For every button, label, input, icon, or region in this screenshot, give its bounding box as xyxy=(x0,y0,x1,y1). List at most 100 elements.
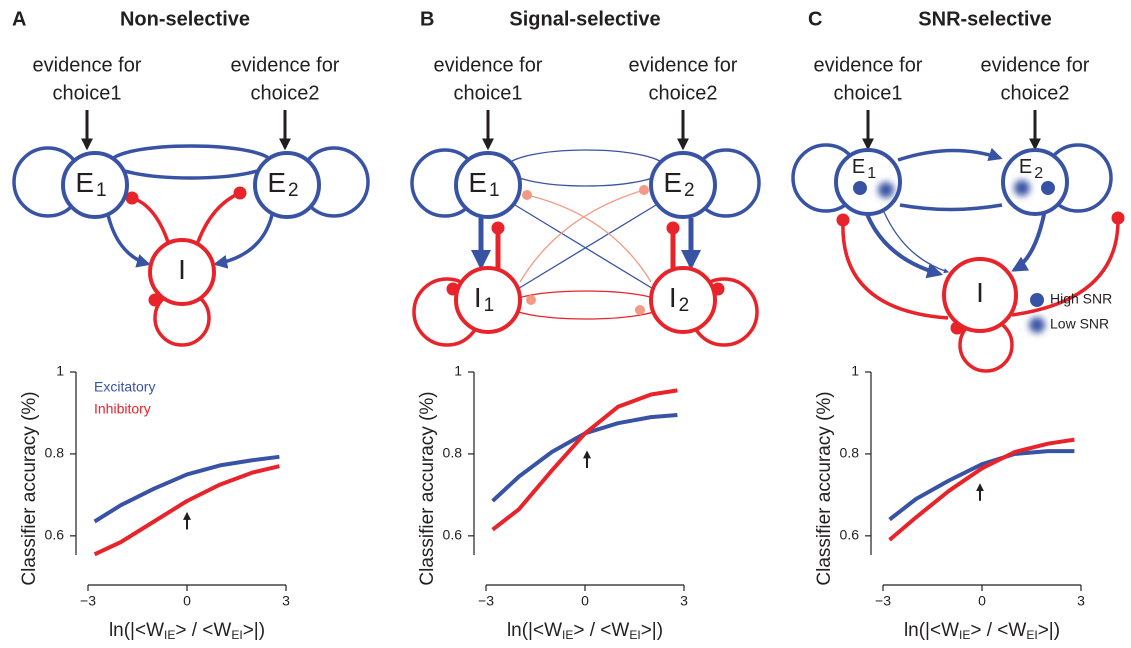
synapse-dot xyxy=(666,221,680,235)
y-tick-label: 0.8 xyxy=(443,445,463,461)
input-label: evidence for xyxy=(814,54,923,76)
input-label: choice1 xyxy=(53,82,122,104)
neuron-name: I xyxy=(474,282,482,313)
legend-swatch xyxy=(1030,293,1044,307)
neuron-index: 2 xyxy=(1034,165,1043,182)
synapse-dot xyxy=(526,295,536,305)
synapse-dot xyxy=(836,213,850,227)
x-tick-label: 0 xyxy=(978,593,986,609)
x-tick-label: −3 xyxy=(478,593,494,609)
connection xyxy=(841,221,949,320)
neuron-index: 2 xyxy=(288,180,299,201)
synapse-dot xyxy=(233,186,247,200)
x-axis-title-part: IE xyxy=(562,628,573,642)
connection xyxy=(196,191,241,243)
series-line xyxy=(491,413,678,503)
synapse-dot xyxy=(491,221,505,235)
connection xyxy=(131,196,170,243)
neuron-index: 1 xyxy=(867,165,876,182)
input-label: choice1 xyxy=(454,82,523,104)
x-axis-title-part: > / <W xyxy=(175,620,231,641)
input-label: choice2 xyxy=(1001,82,1070,104)
x-axis-title-part: IE xyxy=(959,628,970,642)
x-axis-title-part: > / <W xyxy=(573,620,629,641)
neuron xyxy=(454,151,522,219)
legend-label: Low SNR xyxy=(1050,316,1109,332)
neuron xyxy=(253,151,321,219)
y-axis-title: Classifier accuracy (%) xyxy=(417,391,438,585)
connection xyxy=(515,204,657,291)
neuron xyxy=(649,266,717,334)
synapse-dot xyxy=(1111,211,1125,225)
x-axis-title-part: >|) xyxy=(243,620,265,641)
x-axis-title: ln(|<WIE> / <WEI>|) xyxy=(904,620,1060,642)
x-tick-label: 0 xyxy=(183,593,191,609)
x-axis-title-part: EI xyxy=(231,628,242,642)
input-label: evidence for xyxy=(33,54,142,76)
neuron xyxy=(834,148,902,216)
synapse-dot xyxy=(125,191,139,205)
x-axis-title: ln(|<WIE> / <WEI>|) xyxy=(507,620,663,642)
input-label: evidence for xyxy=(434,54,543,76)
x-axis-title-part: EI xyxy=(1026,628,1037,642)
series-line xyxy=(93,464,280,557)
input-label: evidence for xyxy=(981,54,1090,76)
series-line xyxy=(491,388,678,532)
panel-label: C xyxy=(808,8,822,30)
input-label: choice2 xyxy=(649,82,718,104)
legend-label: High SNR xyxy=(1050,291,1112,307)
neuron xyxy=(61,151,129,219)
neuron xyxy=(649,151,717,219)
connection xyxy=(519,189,645,283)
neuron xyxy=(1001,148,1069,216)
y-tick-label: 1 xyxy=(851,363,859,379)
series-line xyxy=(93,454,280,524)
neuron-index: 1 xyxy=(489,180,500,201)
neuron-name: E xyxy=(267,167,286,198)
y-tick-label: 1 xyxy=(56,363,64,379)
neuron-name: E xyxy=(75,167,94,198)
x-axis-title: ln(|<WIE> / <WEI>|) xyxy=(109,620,265,642)
legend-label: Excitatory xyxy=(94,379,155,395)
legend-label: Inhibitory xyxy=(94,401,151,417)
synapse-dot xyxy=(522,190,532,200)
snr-blur xyxy=(878,182,894,198)
x-tick-label: 3 xyxy=(680,593,688,609)
synapse-dot xyxy=(148,293,162,307)
input-label: choice1 xyxy=(834,82,903,104)
x-tick-label: −3 xyxy=(875,593,891,609)
x-axis-title-part: EI xyxy=(629,628,640,642)
x-axis-title-part: >|) xyxy=(1038,620,1060,641)
y-axis-title: Classifier accuracy (%) xyxy=(19,391,40,585)
neuron-index: 1 xyxy=(96,180,107,201)
series-line xyxy=(888,437,1075,542)
x-axis-title-part: ln(|<W xyxy=(507,620,562,641)
x-axis-title-part: >|) xyxy=(641,620,663,641)
series-line xyxy=(888,449,1075,522)
panel-title: Non-selective xyxy=(120,8,250,30)
synapse-dot xyxy=(635,305,645,315)
connection xyxy=(213,214,274,269)
neuron xyxy=(454,266,522,334)
neuron-index: 2 xyxy=(679,295,690,316)
neuron-name: E xyxy=(1019,156,1032,178)
y-tick-label: 0.6 xyxy=(443,527,463,543)
snr-dot xyxy=(1041,181,1055,195)
connection xyxy=(109,144,273,180)
x-tick-label: 3 xyxy=(1077,593,1085,609)
neuron xyxy=(148,238,216,306)
y-axis-title: Classifier accuracy (%) xyxy=(814,391,835,585)
panel-title: SNR-selective xyxy=(918,8,1051,30)
panel-title: Signal-selective xyxy=(509,8,660,30)
neuron-name: E xyxy=(468,167,487,198)
connection xyxy=(106,214,151,268)
snr-blur xyxy=(1014,180,1030,196)
neuron-name: I xyxy=(669,282,677,313)
x-tick-label: −3 xyxy=(80,593,96,609)
